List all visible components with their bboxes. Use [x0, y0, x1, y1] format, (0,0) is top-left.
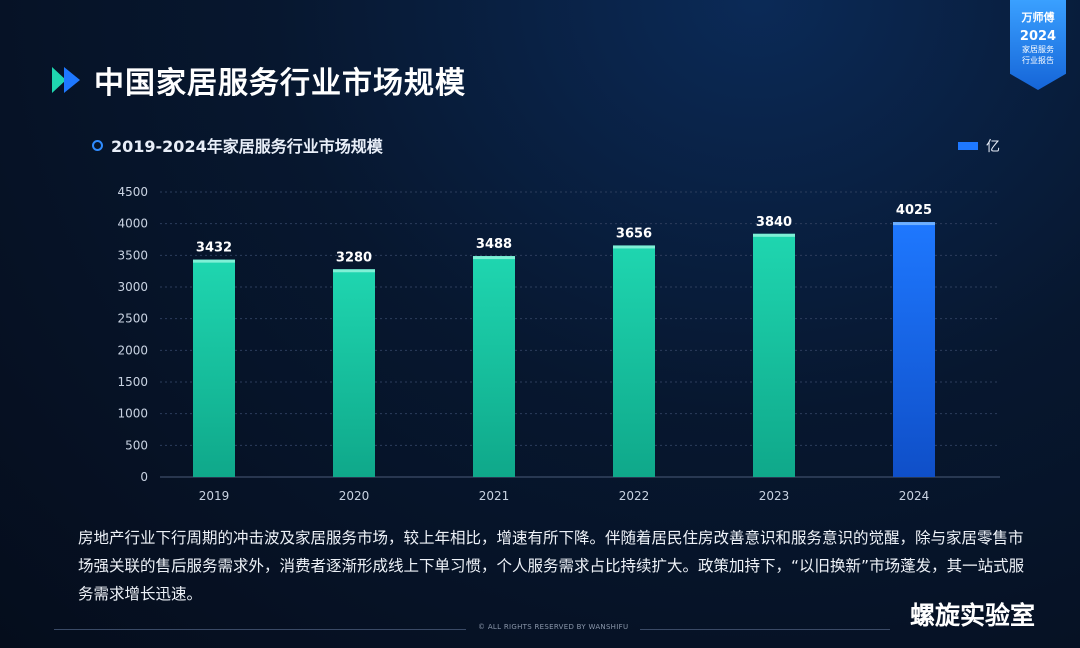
- bar-cap: [193, 259, 235, 263]
- bar-2020: [333, 269, 375, 477]
- badge-brand: 万师傅: [1021, 11, 1055, 24]
- y-tick-label: 3000: [117, 280, 148, 294]
- double-chevron-icon: [52, 67, 80, 93]
- data-label: 3432: [196, 241, 232, 256]
- chart-title: 2019-2024年家居服务行业市场规模: [111, 137, 383, 156]
- y-tick-label: 0: [140, 470, 148, 484]
- y-tick-label: 2000: [117, 343, 148, 357]
- data-label: 3280: [336, 250, 372, 265]
- badge-line1: 家居服务: [1022, 45, 1054, 54]
- page-title: 中国家居服务行业市场规模: [94, 66, 466, 101]
- bar-2023: [753, 233, 795, 477]
- chart-legend: 亿: [958, 136, 1000, 156]
- page-header: 中国家居服务行业市场规模: [52, 58, 466, 102]
- bar-2019: [193, 259, 235, 477]
- x-tick-label: 2024: [899, 489, 930, 503]
- legend-label: 亿: [986, 139, 1000, 155]
- x-tick-label: 2021: [479, 489, 510, 503]
- circle-bullet-icon: [92, 139, 103, 151]
- bar-cap: [333, 269, 375, 273]
- description-paragraph: 房地产行业下行周期的冲击波及家居服务市场，较上年相比，增速有所下降。伴随着居民住…: [78, 529, 1025, 603]
- report-badge: 万师傅 2024 家居服务 行业报告: [1010, 0, 1066, 90]
- data-label: 4025: [896, 203, 932, 218]
- bar-cap: [893, 222, 935, 226]
- footer-divider-right: [640, 629, 890, 630]
- y-tick-label: 1000: [117, 407, 148, 421]
- chart-header: 2019-2024年家居服务行业市场规模: [92, 133, 383, 157]
- data-label: 3840: [756, 215, 792, 230]
- y-tick-label: 4000: [117, 217, 148, 231]
- y-tick-label: 3500: [117, 248, 148, 262]
- footer-divider-left: [54, 629, 466, 630]
- bar-cap: [473, 256, 515, 260]
- footer-copyright: © ALL RIGHTS RESERVED BY WANSHIFU: [478, 623, 629, 631]
- y-tick-label: 1500: [117, 375, 148, 389]
- bar-2021: [473, 256, 515, 477]
- bar-2022: [613, 245, 655, 477]
- data-label: 3656: [616, 226, 652, 241]
- bar-cap: [753, 233, 795, 237]
- y-tick-label: 500: [125, 438, 148, 452]
- x-tick-label: 2020: [339, 489, 370, 503]
- badge-line2: 行业报告: [1022, 56, 1054, 65]
- bar-chart: 0 500 1000 1500 2000 2500 3000 3500 4000 4500 3432…: [117, 185, 1000, 503]
- watermark: 螺旋实验室: [910, 601, 1036, 630]
- x-tick-label: 2019: [199, 489, 230, 503]
- x-tick-label: 2022: [619, 489, 650, 503]
- y-tick-label: 2500: [117, 312, 148, 326]
- y-tick-label: 4500: [117, 185, 148, 199]
- bar-cap: [613, 245, 655, 249]
- bar-2024: [893, 222, 935, 477]
- x-tick-label: 2023: [759, 489, 790, 503]
- data-label: 3488: [476, 237, 512, 252]
- badge-year: 2024: [1019, 29, 1057, 44]
- legend-swatch: [958, 142, 978, 150]
